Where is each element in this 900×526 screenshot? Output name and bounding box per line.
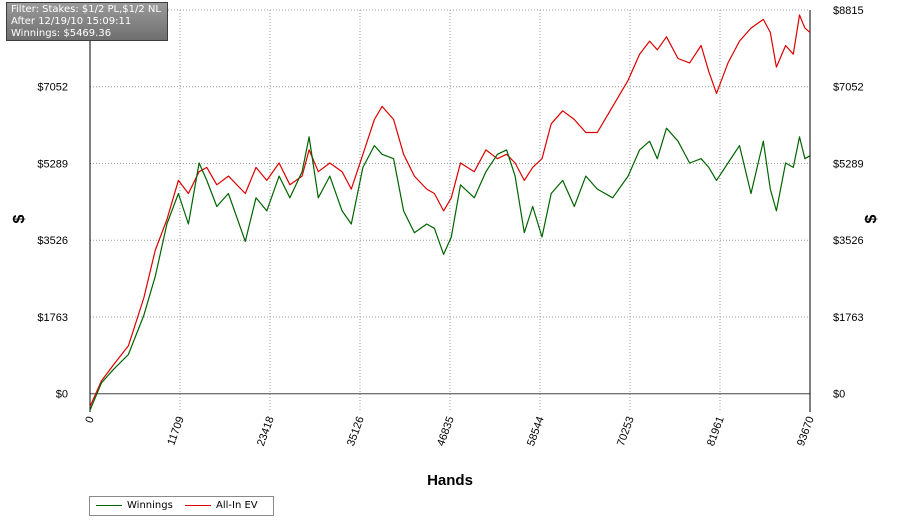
y-tick-label-right: $7052 — [833, 82, 864, 94]
y-tick-labels-right: $0 $1763 $3526 $5289 $7052 $8815 — [833, 5, 864, 401]
legend-swatch-allin-ev — [185, 505, 211, 506]
legend-label-allin-ev: All-In EV — [216, 500, 258, 511]
x-tick-label: 46835 — [435, 415, 457, 448]
filter-info-box: Filter: Stakes: $1/2 PL,$1/2 NL After 12… — [6, 2, 168, 41]
y-tick-labels-left: $0$1763$3526$5289$7052$8815 — [37, 5, 68, 401]
x-tick-labels: 0 11709 23418 35126 46835 58544 70253 81961 9367… — [83, 415, 816, 448]
x-tick-label: 70253 — [615, 415, 637, 448]
y-tick-label-left: $5289 — [37, 158, 68, 170]
grid — [90, 9, 810, 412]
y-tick-label-left: $0 — [56, 389, 68, 401]
series — [89, 14, 811, 411]
y-tick-label-left: $3526 — [37, 235, 68, 247]
y-tick-label-right: $1763 — [833, 312, 864, 324]
x-tick-label: 93670 — [795, 415, 817, 448]
filter-text: Filter: Stakes: $1/2 PL,$1/2 NL — [11, 4, 161, 15]
y-axis-label-left: $ — [11, 214, 28, 223]
x-axis-label: Hands — [427, 472, 473, 489]
legend: Winnings All-In EV — [89, 496, 274, 516]
x-tick-label: 23418 — [255, 415, 277, 448]
y-tick-label-left: $1763 — [37, 312, 68, 324]
x-tick-label: 11709 — [165, 415, 186, 447]
y-tick-label-right: $8815 — [833, 5, 864, 17]
y-tick-label-right: $5289 — [833, 158, 864, 170]
legend-item-winnings: Winnings — [96, 500, 173, 511]
legend-label-winnings: Winnings — [127, 500, 173, 511]
y-tick-label-right: $0 — [833, 389, 845, 401]
series-line-all-in-ev — [89, 14, 811, 408]
y-tick-label-right: $3526 — [833, 235, 864, 247]
x-tick-label: 35126 — [345, 415, 367, 448]
x-tick-label: 0 — [83, 415, 96, 425]
winnings-total-text: Winnings: $5469.36 — [11, 28, 112, 39]
x-tick-label: 81961 — [705, 415, 727, 448]
legend-swatch-winnings — [96, 505, 122, 506]
y-tick-label-left: $7052 — [37, 82, 68, 94]
x-tick-label: 58544 — [525, 415, 547, 448]
series-line-winnings — [89, 127, 811, 411]
y-axis-label-right: $ — [863, 214, 880, 223]
after-date-text: After 12/19/10 15:09:11 — [11, 16, 132, 27]
legend-item-allin-ev: All-In EV — [185, 500, 258, 511]
